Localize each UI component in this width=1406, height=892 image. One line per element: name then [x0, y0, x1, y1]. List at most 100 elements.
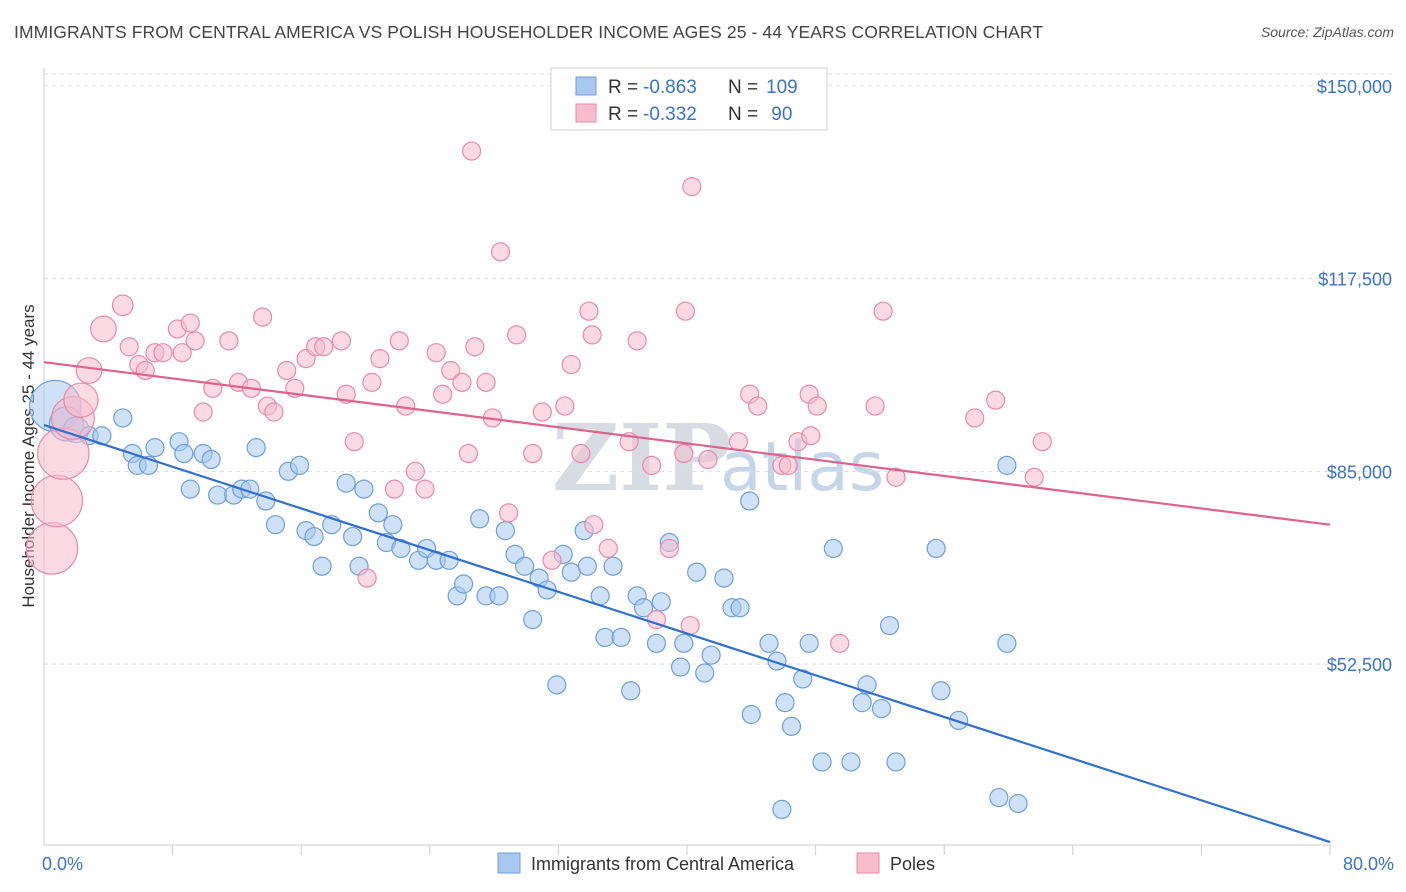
point-central-america — [772, 799, 792, 820]
legend-n-label-1: N = — [728, 104, 758, 125]
legend-n-label-0: N = — [728, 77, 758, 98]
point-central-america — [201, 449, 221, 470]
point-poles — [253, 307, 273, 327]
point-poles — [965, 408, 985, 428]
point-poles — [111, 294, 134, 317]
point-central-america — [515, 556, 535, 576]
point-central-america — [949, 710, 969, 731]
point-central-america — [741, 704, 761, 725]
bottom-legend: Immigrants from Central America Poles — [497, 852, 935, 874]
point-central-america — [368, 503, 388, 523]
point-poles — [389, 331, 409, 351]
point-central-america — [997, 633, 1017, 653]
point-central-america — [695, 663, 715, 683]
point-poles — [778, 455, 798, 475]
point-central-america — [823, 538, 843, 559]
point-poles — [277, 360, 297, 381]
point-central-america — [354, 479, 374, 499]
point-poles — [584, 515, 604, 535]
legend-swatch-poles — [575, 103, 597, 123]
point-poles — [172, 343, 192, 363]
point-central-america — [590, 586, 610, 606]
point-central-america — [701, 645, 721, 665]
point-poles — [986, 390, 1006, 410]
point-poles — [219, 331, 239, 351]
point-central-america — [621, 681, 641, 701]
point-poles — [561, 354, 581, 375]
point-poles — [441, 360, 461, 381]
point-central-america — [871, 698, 892, 719]
point-central-america — [383, 515, 403, 535]
point-poles — [344, 432, 364, 452]
bottom-legend-swatch-central-america — [497, 852, 521, 874]
point-central-america — [841, 752, 861, 772]
point-central-america — [312, 556, 332, 576]
point-poles — [728, 432, 749, 452]
point-poles — [532, 402, 552, 422]
x-tick-label-end: 80.0% — [1343, 854, 1394, 874]
point-poles — [1032, 432, 1052, 452]
point-poles — [30, 474, 84, 528]
point-central-america — [781, 716, 802, 736]
y-tick-label: $150,000 — [1317, 77, 1392, 97]
point-poles — [433, 384, 453, 404]
point-poles — [598, 538, 618, 559]
point-central-america — [674, 633, 694, 653]
point-central-america — [812, 752, 832, 772]
point-central-america — [633, 598, 654, 618]
point-poles — [675, 301, 695, 321]
point-central-america — [730, 598, 750, 618]
point-central-america — [687, 562, 707, 582]
y-tick-label: $85,000 — [1327, 462, 1392, 482]
point-central-america — [145, 438, 165, 458]
point-central-america — [603, 556, 623, 576]
point-central-america — [670, 657, 691, 677]
point-central-america — [611, 627, 631, 648]
point-central-america — [759, 633, 779, 653]
y-tick-label: $52,500 — [1327, 655, 1392, 675]
point-central-america — [113, 408, 133, 428]
point-poles — [153, 343, 173, 363]
point-poles — [748, 396, 768, 416]
legend: R = -0.863 N = 109 R = -0.332 N = 90 — [550, 67, 828, 131]
point-poles — [384, 479, 405, 499]
legend-box — [550, 67, 828, 131]
point-central-america — [391, 538, 411, 559]
legend-r-label-0: R = — [608, 77, 638, 98]
point-poles — [490, 242, 511, 262]
x-ticks: 0.0% 80.0% — [42, 845, 1394, 874]
point-poles — [476, 372, 496, 392]
point-central-america — [767, 651, 787, 671]
point-poles — [579, 301, 599, 321]
point-poles — [405, 461, 425, 481]
point-poles — [193, 402, 213, 422]
point-poles — [1024, 467, 1044, 487]
legend-n-value-1: 90 — [766, 104, 792, 125]
point-central-america — [651, 592, 671, 612]
point-poles — [807, 396, 827, 416]
point-poles — [698, 449, 718, 470]
point-poles — [357, 568, 377, 588]
point-central-america — [547, 675, 567, 695]
point-central-america — [595, 627, 615, 648]
point-poles — [370, 349, 390, 369]
point-poles — [582, 325, 602, 345]
point-poles — [264, 402, 284, 422]
point-poles — [185, 331, 205, 351]
point-central-america — [208, 485, 228, 505]
bottom-legend-label-central-america: Immigrants from Central America — [531, 854, 795, 874]
point-central-america — [495, 521, 515, 541]
point-central-america — [174, 443, 194, 464]
point-poles — [555, 396, 575, 416]
point-poles — [465, 337, 485, 357]
point-central-america — [336, 473, 356, 493]
point-central-america — [523, 610, 543, 630]
point-central-america — [852, 693, 872, 713]
chart-title: IMMIGRANTS FROM CENTRAL AMERICA VS POLIS… — [14, 22, 1044, 42]
point-poles — [523, 443, 543, 464]
point-central-america — [489, 586, 509, 606]
point-central-america — [246, 438, 266, 458]
trend-line-poles — [43, 361, 1331, 526]
bottom-legend-label-poles: Poles — [890, 854, 935, 874]
point-poles — [119, 337, 139, 357]
